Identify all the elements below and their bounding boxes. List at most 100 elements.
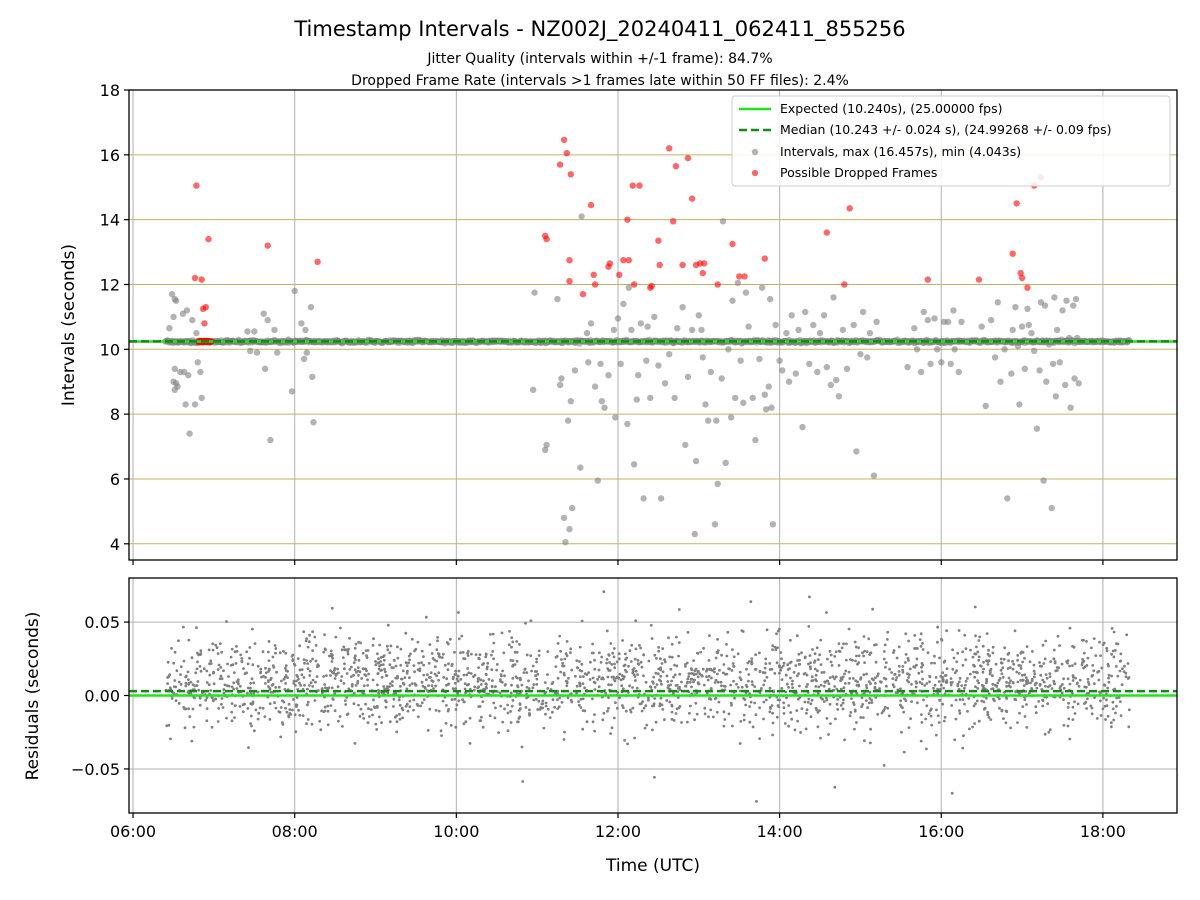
interval-point (904, 363, 911, 371)
residual-point (346, 652, 350, 656)
residual-point (271, 655, 275, 659)
residual-point (207, 648, 211, 652)
residual-point (816, 669, 819, 673)
interval-point (171, 365, 178, 372)
dropped-frame-point (630, 281, 638, 288)
residual-point (210, 725, 214, 729)
residual-point (915, 663, 918, 667)
residual-point (920, 670, 924, 673)
chart-subtitle-jitter: Jitter Quality (intervals within +/-1 fr… (426, 51, 772, 67)
residual-point (448, 637, 452, 641)
residual-point (420, 701, 424, 705)
residual-point (208, 662, 211, 666)
residual-point (910, 700, 913, 703)
residual-point (334, 635, 338, 639)
residual-point (803, 700, 807, 704)
residual-point (1126, 662, 1130, 665)
residual-point (1029, 681, 1032, 685)
residual-point (1038, 664, 1042, 668)
residual-point (652, 702, 656, 706)
residual-point (220, 697, 224, 700)
interval-point (1009, 326, 1016, 334)
dropped-frame-point (587, 201, 595, 209)
interval-point (763, 406, 770, 413)
residual-point (919, 632, 923, 636)
residual-point (437, 652, 441, 656)
residual-point (869, 682, 872, 686)
residual-point (414, 683, 418, 687)
residual-point (366, 684, 370, 687)
residual-point (535, 660, 538, 664)
residual-point (928, 674, 931, 678)
residual-point (612, 675, 615, 679)
residual-point (820, 671, 824, 674)
residual-point (868, 690, 872, 694)
residual-point (936, 640, 939, 644)
residual-point (569, 698, 573, 702)
residual-point (457, 637, 461, 641)
residual-point (921, 677, 924, 681)
residual-point (454, 725, 458, 729)
residual-point (294, 730, 298, 734)
interval-point (785, 378, 793, 385)
intervals-y-tick-label: 6 (110, 470, 120, 489)
residual-point (868, 701, 871, 705)
interval-point (997, 378, 1004, 385)
residual-point (716, 651, 720, 655)
residual-point (701, 667, 705, 671)
residual-point (405, 702, 409, 706)
residual-point (626, 742, 629, 746)
residual-point (730, 703, 733, 707)
residual-point (240, 660, 244, 664)
residual-point (1011, 667, 1015, 671)
residual-point (779, 668, 783, 672)
residual-point (849, 658, 852, 661)
residual-point (1076, 681, 1079, 685)
residual-point (259, 671, 262, 675)
residual-point (230, 719, 234, 723)
residual-point (398, 703, 402, 707)
interval-point (853, 448, 860, 455)
interval-point (765, 383, 772, 390)
residual-point (869, 727, 872, 731)
residual-point (614, 676, 618, 680)
residual-point (248, 656, 251, 660)
residual-point (453, 697, 457, 701)
residual-point (848, 677, 852, 680)
residual-point (1060, 662, 1064, 666)
residual-point (235, 687, 239, 690)
interval-point (251, 328, 258, 335)
residual-point (311, 630, 314, 634)
residual-point (984, 696, 988, 700)
residual-point (813, 652, 817, 656)
residual-point (605, 658, 609, 661)
residual-point (1058, 644, 1061, 647)
residual-point (881, 709, 885, 713)
residual-point (362, 717, 366, 720)
residual-point (693, 718, 696, 722)
residual-point (670, 710, 674, 714)
residual-point (705, 667, 709, 671)
residual-point (427, 684, 430, 687)
interval-point (1012, 304, 1019, 311)
dropped-frame-point (590, 271, 597, 278)
residual-point (843, 738, 846, 742)
residual-point (494, 685, 497, 689)
residual-point (591, 720, 595, 724)
residual-point (401, 681, 405, 685)
residual-point (616, 691, 620, 694)
residual-point (768, 686, 772, 690)
residual-point (786, 663, 790, 667)
interval-point (1067, 404, 1074, 411)
residual-point (509, 659, 513, 662)
residual-point (506, 703, 509, 707)
residual-point (194, 671, 198, 675)
residual-point (247, 746, 250, 749)
residual-point (1044, 684, 1047, 688)
residual-point (1006, 667, 1010, 670)
legend-expected-label: Expected (10.240s), (25.00000 fps) (780, 101, 1002, 116)
residual-point (1049, 660, 1052, 663)
residual-point (326, 704, 330, 708)
residual-point (750, 662, 754, 666)
residual-point (1053, 682, 1056, 686)
